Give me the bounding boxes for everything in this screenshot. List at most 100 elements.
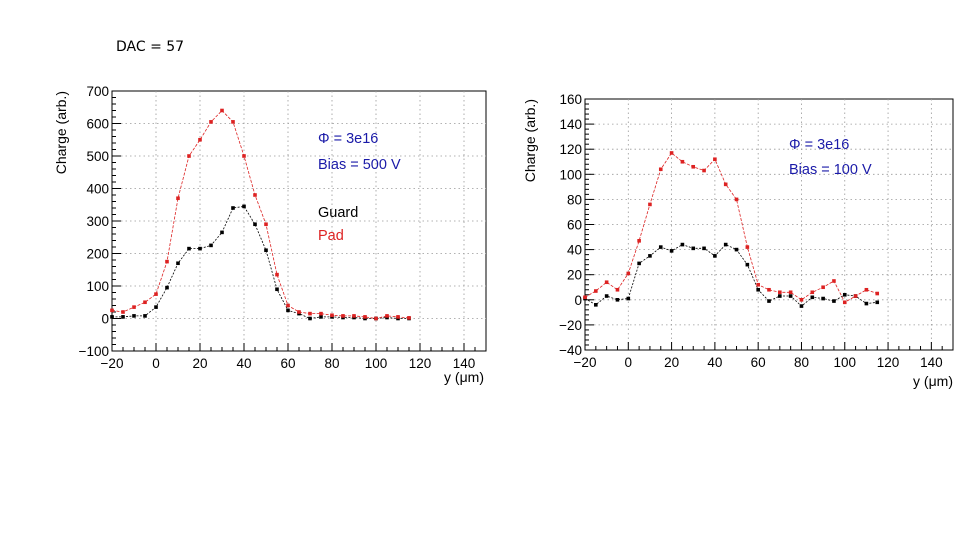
right-pad-point <box>583 295 587 300</box>
right-guard-point <box>756 287 760 292</box>
right-y-tick-label: 0 <box>574 293 582 308</box>
left-pad-point <box>165 259 169 264</box>
right-y-tick-label: −40 <box>559 343 582 358</box>
right-pad-point <box>821 285 825 290</box>
right-guard-point <box>680 242 685 247</box>
left-guard-point <box>275 287 279 292</box>
right-pad-point <box>713 157 717 162</box>
right-pad-point <box>745 245 750 249</box>
right-guard-point <box>788 294 793 298</box>
left-pad-point <box>319 311 323 316</box>
right-pad-point <box>788 290 793 295</box>
left-y-tick-label: 0 <box>101 312 109 327</box>
left-guard-line <box>112 205 409 319</box>
left-pad-point <box>374 316 378 321</box>
right-guard-point <box>604 294 609 298</box>
left-x-tick-label: 120 <box>409 356 432 371</box>
left-guard-point <box>165 285 169 290</box>
right-guard-point <box>658 245 663 249</box>
left-pad-point <box>110 308 114 313</box>
left-guard-point <box>110 315 114 319</box>
left-x-tick-label: 20 <box>192 356 207 371</box>
right-y-tick-label: 40 <box>567 243 582 258</box>
right-guard-point <box>594 303 598 307</box>
left-pad-point <box>220 108 224 113</box>
right-guard-point <box>767 299 771 303</box>
left-pad-point <box>154 292 158 296</box>
left-y-tick-label: 100 <box>86 279 109 294</box>
left-guard-point <box>187 246 191 251</box>
right-guard-point <box>778 294 782 298</box>
right-pad-point <box>842 300 847 305</box>
left-pad-point <box>198 137 202 142</box>
left-guard-point <box>121 315 125 319</box>
left-x-tick-label: 60 <box>280 356 295 371</box>
left-guard-point <box>143 314 147 318</box>
right-guard-point <box>713 254 717 258</box>
right-y-tick-label: 20 <box>567 268 582 283</box>
right-x-tick-label: 20 <box>664 355 679 370</box>
right-pad-point <box>702 168 706 173</box>
left-y-axis-title: Charge (arb.) <box>53 91 69 174</box>
left-y-tick-label: −100 <box>79 344 109 359</box>
right-y-tick-label: 60 <box>567 218 582 233</box>
right-annotation: Φ = 3e16 <box>789 137 849 153</box>
left-pad-point <box>253 193 257 197</box>
left-pad-point <box>275 272 279 277</box>
left-guard-point <box>231 206 235 210</box>
slide-label: DAC = 57 <box>116 39 185 55</box>
right-x-tick-label: 80 <box>794 355 809 370</box>
left-pad-point <box>352 314 356 318</box>
left-pad-point <box>341 314 345 318</box>
left-pad-point <box>187 154 191 158</box>
right-pad-point <box>853 294 858 298</box>
right-pad-point <box>637 239 641 243</box>
right-y-axis-title: Charge (arb.) <box>522 99 538 182</box>
left-x-tick-label: 80 <box>324 356 339 371</box>
right-guard-point <box>626 296 631 301</box>
right-pad-point <box>756 282 760 287</box>
left-legend-guard: Guard <box>318 205 358 221</box>
right-guard-point <box>842 292 847 297</box>
right-pad-point <box>691 164 696 169</box>
right-guard-point <box>832 299 836 303</box>
left-guard-point <box>242 204 246 209</box>
right-pad-point <box>626 271 631 276</box>
left-pad-point <box>176 196 180 201</box>
right-y-tick-label: 160 <box>559 92 582 107</box>
right-pad-point <box>680 159 685 164</box>
right-pad-point <box>832 279 836 283</box>
right-pad-point <box>604 280 609 285</box>
left-guard-point <box>308 316 312 321</box>
left-guard-point <box>154 305 158 309</box>
left-y-tick-label: 700 <box>86 84 109 99</box>
right-guard-point <box>691 246 696 251</box>
right-y-tick-label: 100 <box>559 167 582 182</box>
left-pad-point <box>121 310 125 314</box>
right-x-tick-label: −20 <box>574 355 597 370</box>
right-pad-point <box>799 298 804 302</box>
left-pad-line <box>111 109 410 319</box>
right-guard-point <box>821 296 825 301</box>
right-pad-point <box>875 291 880 296</box>
left-pad-point <box>264 222 268 227</box>
right-y-tick-label: 80 <box>567 192 582 207</box>
left-pad-point <box>297 310 301 314</box>
left-pad-point <box>231 120 235 124</box>
left-guard-point <box>253 222 257 227</box>
right-pad-point <box>767 287 771 292</box>
left-pad-point <box>407 316 411 320</box>
right-x-tick-label: 40 <box>707 355 722 370</box>
left-guard-point <box>132 314 136 318</box>
right-pad-point <box>594 289 598 293</box>
left-pad-point <box>209 120 213 124</box>
right-pad-point <box>723 182 728 187</box>
left-pad-point <box>242 154 246 158</box>
right-guard-point <box>875 300 880 305</box>
left-x-tick-label: 140 <box>453 356 476 371</box>
left-pad-point <box>396 315 400 319</box>
right-guard-point <box>734 247 739 252</box>
left-pad-point <box>143 300 147 305</box>
right-pad-point <box>648 202 652 207</box>
